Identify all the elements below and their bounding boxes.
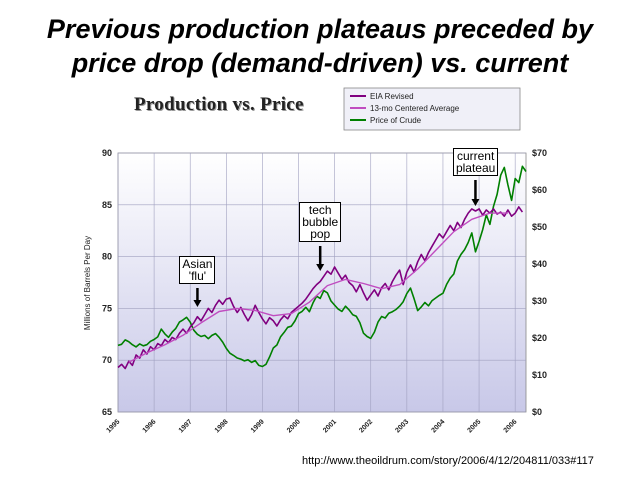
slide-title-line-2: price drop (demand-driven) vs. current xyxy=(71,48,569,78)
source-url[interactable]: http://www.theoildrum.com/story/2006/4/1… xyxy=(302,455,594,467)
series-lines xyxy=(117,165,527,370)
x-tick-label: 1998 xyxy=(214,418,230,434)
x-axis-ticks: 1995 1996 1997 1998 1999 2000 2001 2002 2003 2004… xyxy=(105,418,518,434)
y-tick-label: 70 xyxy=(102,355,112,365)
x-tick-label: 2002 xyxy=(358,418,374,434)
annotation-asian-flu: Asian 'flu' xyxy=(179,256,216,284)
x-tick-label: 2006 xyxy=(503,418,519,434)
left-axis-ticks: 65 70 75 80 85 90 xyxy=(102,148,112,417)
slide-title: Previous production plateaus preceded by… xyxy=(0,12,640,80)
legend-label: 13-mo Centered Average xyxy=(370,104,460,113)
x-tick-label: 1996 xyxy=(142,418,158,434)
y2-tick-label: $30 xyxy=(532,296,547,306)
y2-tick-label: $20 xyxy=(532,333,547,343)
left-axis-label: Millions of Barrels Per Day xyxy=(83,236,92,330)
y-tick-label: 90 xyxy=(102,148,112,158)
x-tick-label: 2001 xyxy=(322,418,338,434)
y-tick-label: 80 xyxy=(102,252,112,262)
y-tick-label: 75 xyxy=(102,303,112,313)
legend-label: EIA Revised xyxy=(370,92,414,101)
series-line-13-mo-centered-average xyxy=(128,212,508,363)
y2-tick-label: $40 xyxy=(532,259,547,269)
y2-tick-label: $50 xyxy=(532,222,547,232)
x-tick-label: 2003 xyxy=(394,418,410,434)
y2-tick-label: $70 xyxy=(532,148,547,158)
right-axis-ticks: $0 $10 $20 $30 $40 $50 $60 $70 xyxy=(532,148,547,417)
series-line-price-of-crude xyxy=(117,165,527,368)
annotation-arrow-head xyxy=(471,199,480,206)
series-line-eia-revised xyxy=(117,206,524,370)
legend-box xyxy=(343,87,521,131)
y2-tick-label: $10 xyxy=(532,370,547,380)
y2-tick-label: $0 xyxy=(532,407,542,417)
chart-legend: EIA Revised 13-mo Centered Average Price o… xyxy=(343,87,521,131)
annotation-current-plateau: current plateau xyxy=(452,148,499,176)
plot-area xyxy=(117,152,527,413)
y-tick-label: 65 xyxy=(102,407,112,417)
annotation-arrow-head xyxy=(316,264,325,271)
annotation-arrows xyxy=(193,180,480,307)
x-tick-label: 1999 xyxy=(250,418,266,434)
annotation-arrow-head xyxy=(193,300,202,307)
x-tick-label: 2005 xyxy=(467,418,483,434)
chart-title: Production vs. Price xyxy=(134,94,304,115)
slide-title-line-1: Previous production plateaus preceded by xyxy=(46,14,594,44)
x-tick-label: 2000 xyxy=(286,418,302,434)
annotation-tech-bubble: tech bubble pop xyxy=(299,202,342,242)
y2-tick-label: $60 xyxy=(532,185,547,195)
production-vs-price-chart: 65 70 75 80 85 90 $0 $10 $20 $30 $40 $50 $60 $70 199… xyxy=(83,87,547,434)
legend-label: Price of Crude xyxy=(370,116,422,125)
y-tick-label: 85 xyxy=(102,200,112,210)
x-tick-label: 1995 xyxy=(105,418,121,434)
x-tick-label: 1997 xyxy=(178,418,194,434)
x-tick-label: 2004 xyxy=(430,418,446,434)
